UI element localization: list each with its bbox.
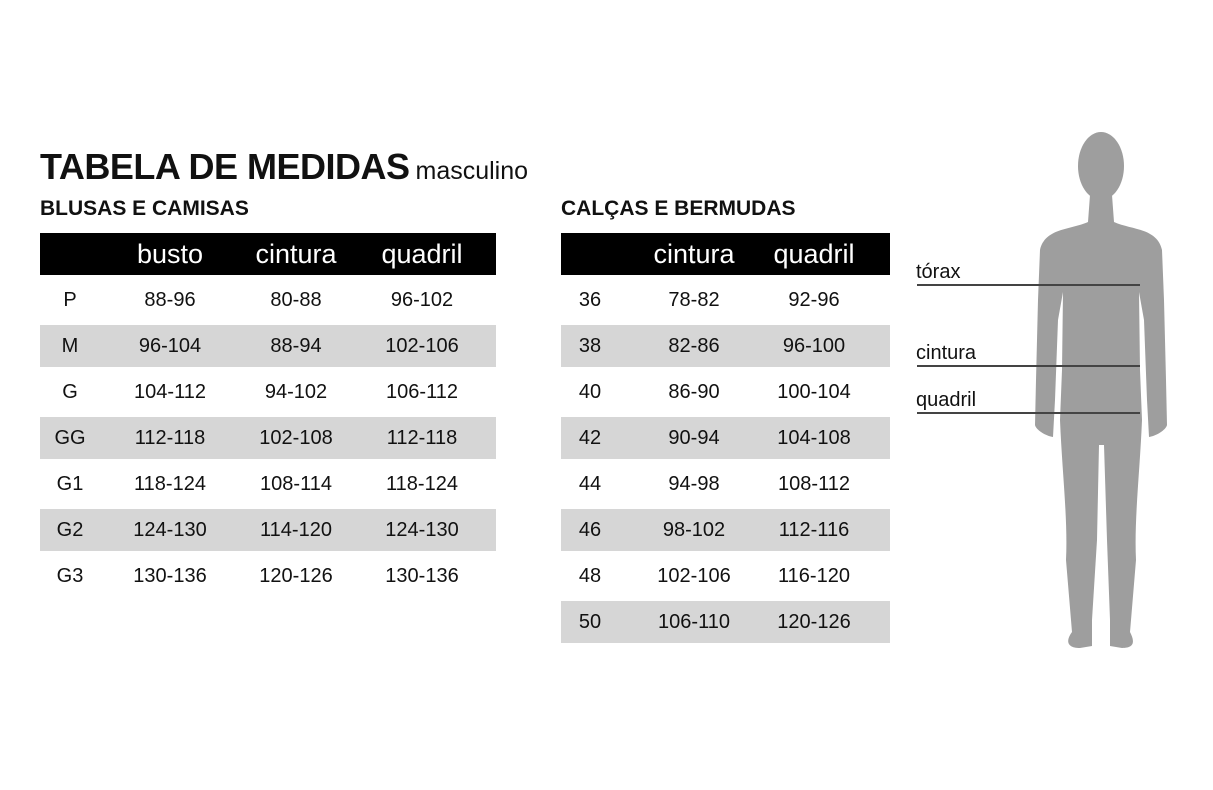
size-label: G3 bbox=[56, 565, 84, 587]
table-cell: 124-130 bbox=[385, 519, 459, 541]
size-label: 40 bbox=[578, 381, 602, 403]
table-cell: 96-102 bbox=[390, 289, 454, 311]
size-label: G bbox=[62, 381, 78, 403]
table-cell: 108-112 bbox=[778, 473, 850, 495]
table-cell: 90-94 bbox=[668, 427, 720, 449]
chest-label: tórax bbox=[916, 261, 961, 283]
table-cell: 130-136 bbox=[385, 565, 459, 587]
shirts-heading: BLUSAS E CAMISAS bbox=[40, 197, 249, 220]
size-label: G1 bbox=[56, 473, 84, 495]
table-cell: 96-100 bbox=[782, 335, 846, 357]
table-cell: 108-114 bbox=[260, 473, 332, 495]
column-header: quadril bbox=[381, 239, 463, 269]
table-cell: 88-96 bbox=[144, 289, 196, 311]
column-header: busto bbox=[136, 239, 204, 269]
size-label: P bbox=[63, 289, 77, 311]
table-row: G 104-112 94-102 106-112 bbox=[40, 371, 496, 413]
table-row: 46 98-102 112-116 bbox=[561, 509, 890, 551]
table-header: cintura quadril bbox=[561, 233, 890, 275]
table-cell: 118-124 bbox=[134, 473, 206, 495]
table-cell: 112-118 bbox=[134, 427, 206, 449]
shirts-table: busto cintura quadril P 88-96 80-88 96-102 M 96-… bbox=[40, 233, 496, 601]
table-row: GG 112-118 102-108 112-118 bbox=[40, 417, 496, 459]
table-row: 50 106-110 120-126 bbox=[561, 601, 890, 643]
column-header: quadril bbox=[773, 239, 855, 269]
body-silhouette-icon bbox=[1035, 132, 1167, 648]
size-label: 42 bbox=[578, 427, 602, 449]
table-cell: 102-106 bbox=[657, 565, 731, 587]
table-cell: 104-108 bbox=[777, 427, 851, 449]
table-cell: 106-110 bbox=[658, 611, 730, 633]
table-header: busto cintura quadril bbox=[40, 233, 496, 275]
table-row: 38 82-86 96-100 bbox=[561, 325, 890, 367]
table-cell: 112-116 bbox=[778, 519, 850, 541]
table-cell: 94-102 bbox=[264, 381, 328, 403]
size-label: GG bbox=[54, 427, 86, 449]
table-cell: 120-126 bbox=[259, 565, 333, 587]
size-label: 50 bbox=[578, 611, 602, 633]
table-row: 42 90-94 104-108 bbox=[561, 417, 890, 459]
table-cell: 80-88 bbox=[270, 289, 322, 311]
size-label: 48 bbox=[578, 565, 602, 587]
size-label: 36 bbox=[578, 289, 602, 311]
pants-heading: CALÇAS E BERMUDAS bbox=[561, 197, 796, 220]
hip-label: quadril bbox=[916, 389, 977, 411]
table-row: G1 118-124 108-114 118-124 bbox=[40, 463, 496, 505]
table-row: G3 130-136 120-126 130-136 bbox=[40, 555, 496, 597]
table-cell: 92-96 bbox=[788, 289, 840, 311]
table-row: 36 78-82 92-96 bbox=[561, 279, 890, 321]
table-cell: 114-120 bbox=[260, 519, 332, 541]
table-cell: 82-86 bbox=[668, 335, 720, 357]
pants-table: cintura quadril 36 78-82 92-96 38 82-86 96-100 4… bbox=[561, 233, 890, 647]
size-label: 38 bbox=[578, 335, 602, 357]
waist-label: cintura bbox=[916, 342, 977, 364]
table-cell: 100-104 bbox=[777, 381, 851, 403]
table-cell: 78-82 bbox=[668, 289, 720, 311]
table-cell: 88-94 bbox=[270, 335, 322, 357]
title-text: TABELA DE MEDIDAS bbox=[40, 146, 410, 187]
column-header: cintura bbox=[255, 239, 337, 269]
size-label: G2 bbox=[56, 519, 84, 541]
table-row: P 88-96 80-88 96-102 bbox=[40, 279, 496, 321]
page-title: TABELA DE MEDIDAS masculino bbox=[40, 146, 528, 188]
table-cell: 94-98 bbox=[668, 473, 720, 495]
table-cell: 106-112 bbox=[386, 381, 458, 403]
table-cell: 102-106 bbox=[385, 335, 459, 357]
table-row: M 96-104 88-94 102-106 bbox=[40, 325, 496, 367]
size-label: M bbox=[61, 335, 79, 357]
column-header: cintura bbox=[653, 239, 735, 269]
size-label: 46 bbox=[578, 519, 602, 541]
subtitle: masculino bbox=[415, 157, 529, 185]
size-label: 44 bbox=[578, 473, 602, 495]
table-row: 44 94-98 108-112 bbox=[561, 463, 890, 505]
table-row: G2 124-130 114-120 124-130 bbox=[40, 509, 496, 551]
table-cell: 98-102 bbox=[662, 519, 726, 541]
table-cell: 86-90 bbox=[668, 381, 720, 403]
table-row: 40 86-90 100-104 bbox=[561, 371, 890, 413]
table-cell: 130-136 bbox=[133, 565, 207, 587]
table-cell: 102-108 bbox=[259, 427, 333, 449]
table-cell: 96-104 bbox=[138, 335, 202, 357]
table-cell: 118-124 bbox=[386, 473, 458, 495]
table-cell: 112-118 bbox=[386, 427, 458, 449]
table-cell: 116-120 bbox=[778, 565, 850, 587]
table-cell: 104-112 bbox=[134, 381, 206, 403]
table-cell: 124-130 bbox=[133, 519, 207, 541]
table-cell: 120-126 bbox=[777, 611, 851, 633]
table-row: 48 102-106 116-120 bbox=[561, 555, 890, 597]
